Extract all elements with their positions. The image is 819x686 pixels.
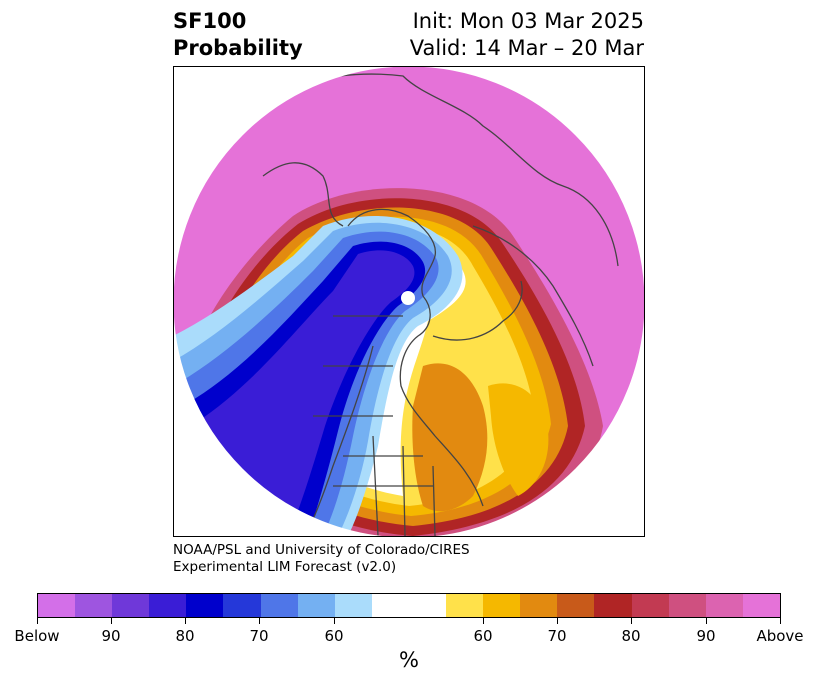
colorbar-tick-mark (259, 618, 260, 624)
colorbar-swatch (668, 594, 706, 617)
colorbar-tick-label: 80 (175, 627, 195, 645)
colorbar-swatch (631, 594, 669, 617)
forecast-map (173, 66, 645, 537)
colorbar-swatch (186, 594, 224, 617)
colorbar-unit-label: % (399, 648, 419, 672)
colorbar-tick-label: 90 (101, 627, 121, 645)
colorbar-swatch (371, 594, 409, 617)
colorbar-swatch (334, 594, 372, 617)
colorbar-swatch (149, 594, 187, 617)
colorbar-tick-label: 60 (324, 627, 344, 645)
colorbar-tick-mark (334, 618, 335, 624)
colorbar-tick-mark (483, 618, 484, 624)
colorbar-tick-mark (185, 618, 186, 624)
credit-line-2: Experimental LIM Forecast (v2.0) (173, 559, 397, 575)
colorbar-tick-mark (631, 618, 632, 624)
colorbar-tick-label: 70 (249, 627, 269, 645)
map-frame-border (173, 66, 645, 537)
colorbar-swatch (260, 594, 298, 617)
colorbar-swatch (483, 594, 521, 617)
colorbar-tick-label: Above (756, 627, 804, 645)
colorbar-swatch (38, 594, 76, 617)
title-valid: Valid: 14 Mar – 20 Mar (409, 36, 644, 60)
colorbar-swatch (112, 594, 150, 617)
credit-text: NOAA/PSL and University of Colorado/CIRE… (173, 542, 470, 576)
colorbar-swatch (408, 594, 447, 617)
colorbar-swatch (742, 594, 780, 617)
colorbar-tick-mark (706, 618, 707, 624)
title-init: Init: Mon 03 Mar 2025 (412, 9, 644, 33)
colorbar-swatch (520, 594, 558, 617)
colorbar-swatch (223, 594, 261, 617)
colorbar-swatch (297, 594, 335, 617)
colorbar-tick-label: 60 (473, 627, 493, 645)
title-left: SF100 Probability (173, 8, 303, 62)
colorbar-tick-label: 80 (621, 627, 641, 645)
colorbar-ticks: Below 90 80 70 60 60 70 80 90 Above (0, 618, 819, 648)
colorbar-swatch (446, 594, 484, 617)
title-right: Init: Mon 03 Mar 2025 Valid: 14 Mar – 20… (410, 8, 644, 62)
colorbar-tick-mark (557, 618, 558, 624)
title-type: Probability (173, 36, 303, 60)
colorbar-tick-mark (780, 618, 781, 624)
colorbar (37, 593, 781, 618)
colorbar-tick-label: 70 (547, 627, 567, 645)
colorbar-tick-label: 90 (696, 627, 716, 645)
colorbar-swatch (557, 594, 595, 617)
title-variable: SF100 (173, 9, 247, 33)
colorbar-swatch (75, 594, 113, 617)
coastlines (262, 73, 619, 537)
colorbar-tick-mark (111, 618, 112, 624)
colorbar-tick-label: Below (14, 627, 60, 645)
colorbar-tick-mark (37, 618, 38, 624)
credit-line-1: NOAA/PSL and University of Colorado/CIRE… (173, 542, 470, 558)
probability-field (173, 66, 645, 537)
colorbar-swatch (594, 594, 632, 617)
colorbar-swatch (705, 594, 743, 617)
